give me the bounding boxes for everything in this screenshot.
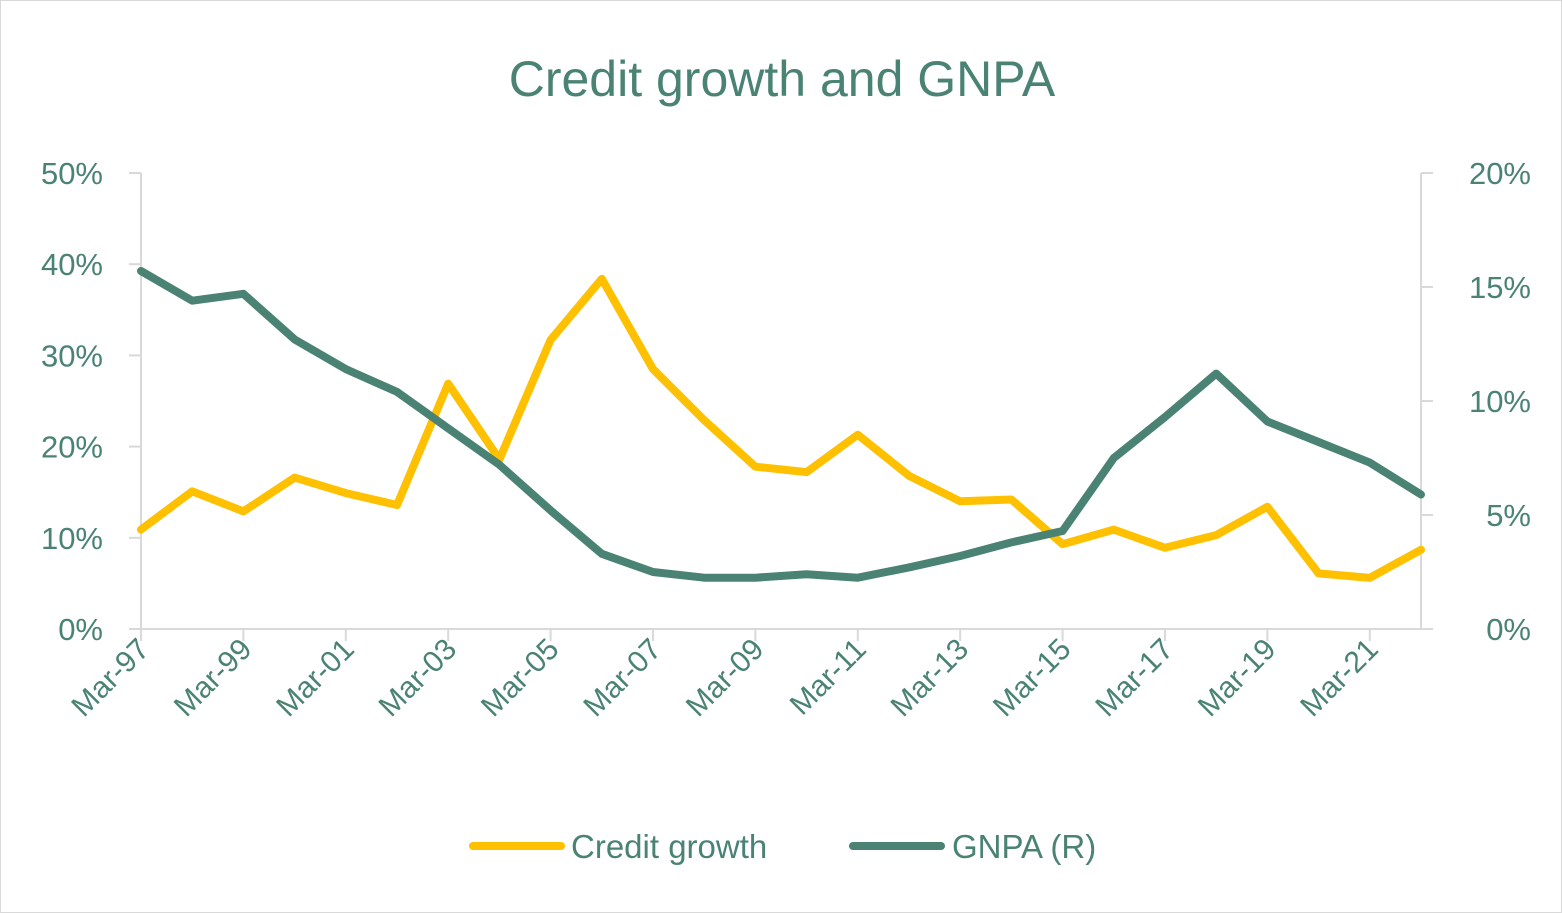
x-axis-tick-label: Mar-17 — [1089, 633, 1180, 724]
legend-label-credit-growth: Credit growth — [571, 828, 767, 865]
x-axis-tick-label: Mar-01 — [270, 633, 361, 724]
right-axis-tick-label: 20% — [1469, 156, 1531, 191]
left-axis-tick-label: 10% — [41, 521, 103, 556]
x-axis-tick-label: Mar-03 — [373, 633, 464, 724]
legend: Credit growth GNPA (R) — [469, 828, 1096, 865]
right-axis-tick-label: 5% — [1486, 498, 1531, 533]
left-axis-tick-label: 30% — [41, 338, 103, 373]
x-axis-tick-label: Mar-11 — [784, 633, 873, 722]
series-line-gnpa-r — [137, 267, 1425, 582]
x-axis-tick-label: Mar-13 — [885, 633, 976, 724]
left-axis-tick-label: 40% — [41, 247, 103, 282]
x-axis-tick-label: Mar-99 — [168, 633, 259, 724]
x-axis-tick-label: Mar-15 — [987, 633, 1078, 724]
legend-label-gnpa-r: GNPA (R) — [952, 828, 1096, 865]
series-line-credit-growth — [137, 274, 1425, 582]
left-axis-tick-label: 0% — [58, 612, 103, 647]
right-axis-tick-label: 10% — [1469, 384, 1531, 419]
left-axis-tick-label: 50% — [41, 156, 103, 191]
chart-title: Credit growth and GNPA — [509, 51, 1056, 107]
right-axis-tick-label: 15% — [1469, 270, 1531, 305]
x-axis-tick-label: Mar-09 — [680, 633, 771, 724]
x-axis-tick-label: Mar-05 — [475, 633, 566, 724]
x-axis-tick-label: Mar-07 — [577, 633, 668, 724]
x-axis-tick-label: Mar-21 — [1294, 633, 1385, 724]
right-axis-tick-label: 0% — [1486, 612, 1531, 647]
left-axis-tick-label: 20% — [41, 430, 103, 465]
x-axis-tick-label: Mar-19 — [1192, 633, 1283, 724]
